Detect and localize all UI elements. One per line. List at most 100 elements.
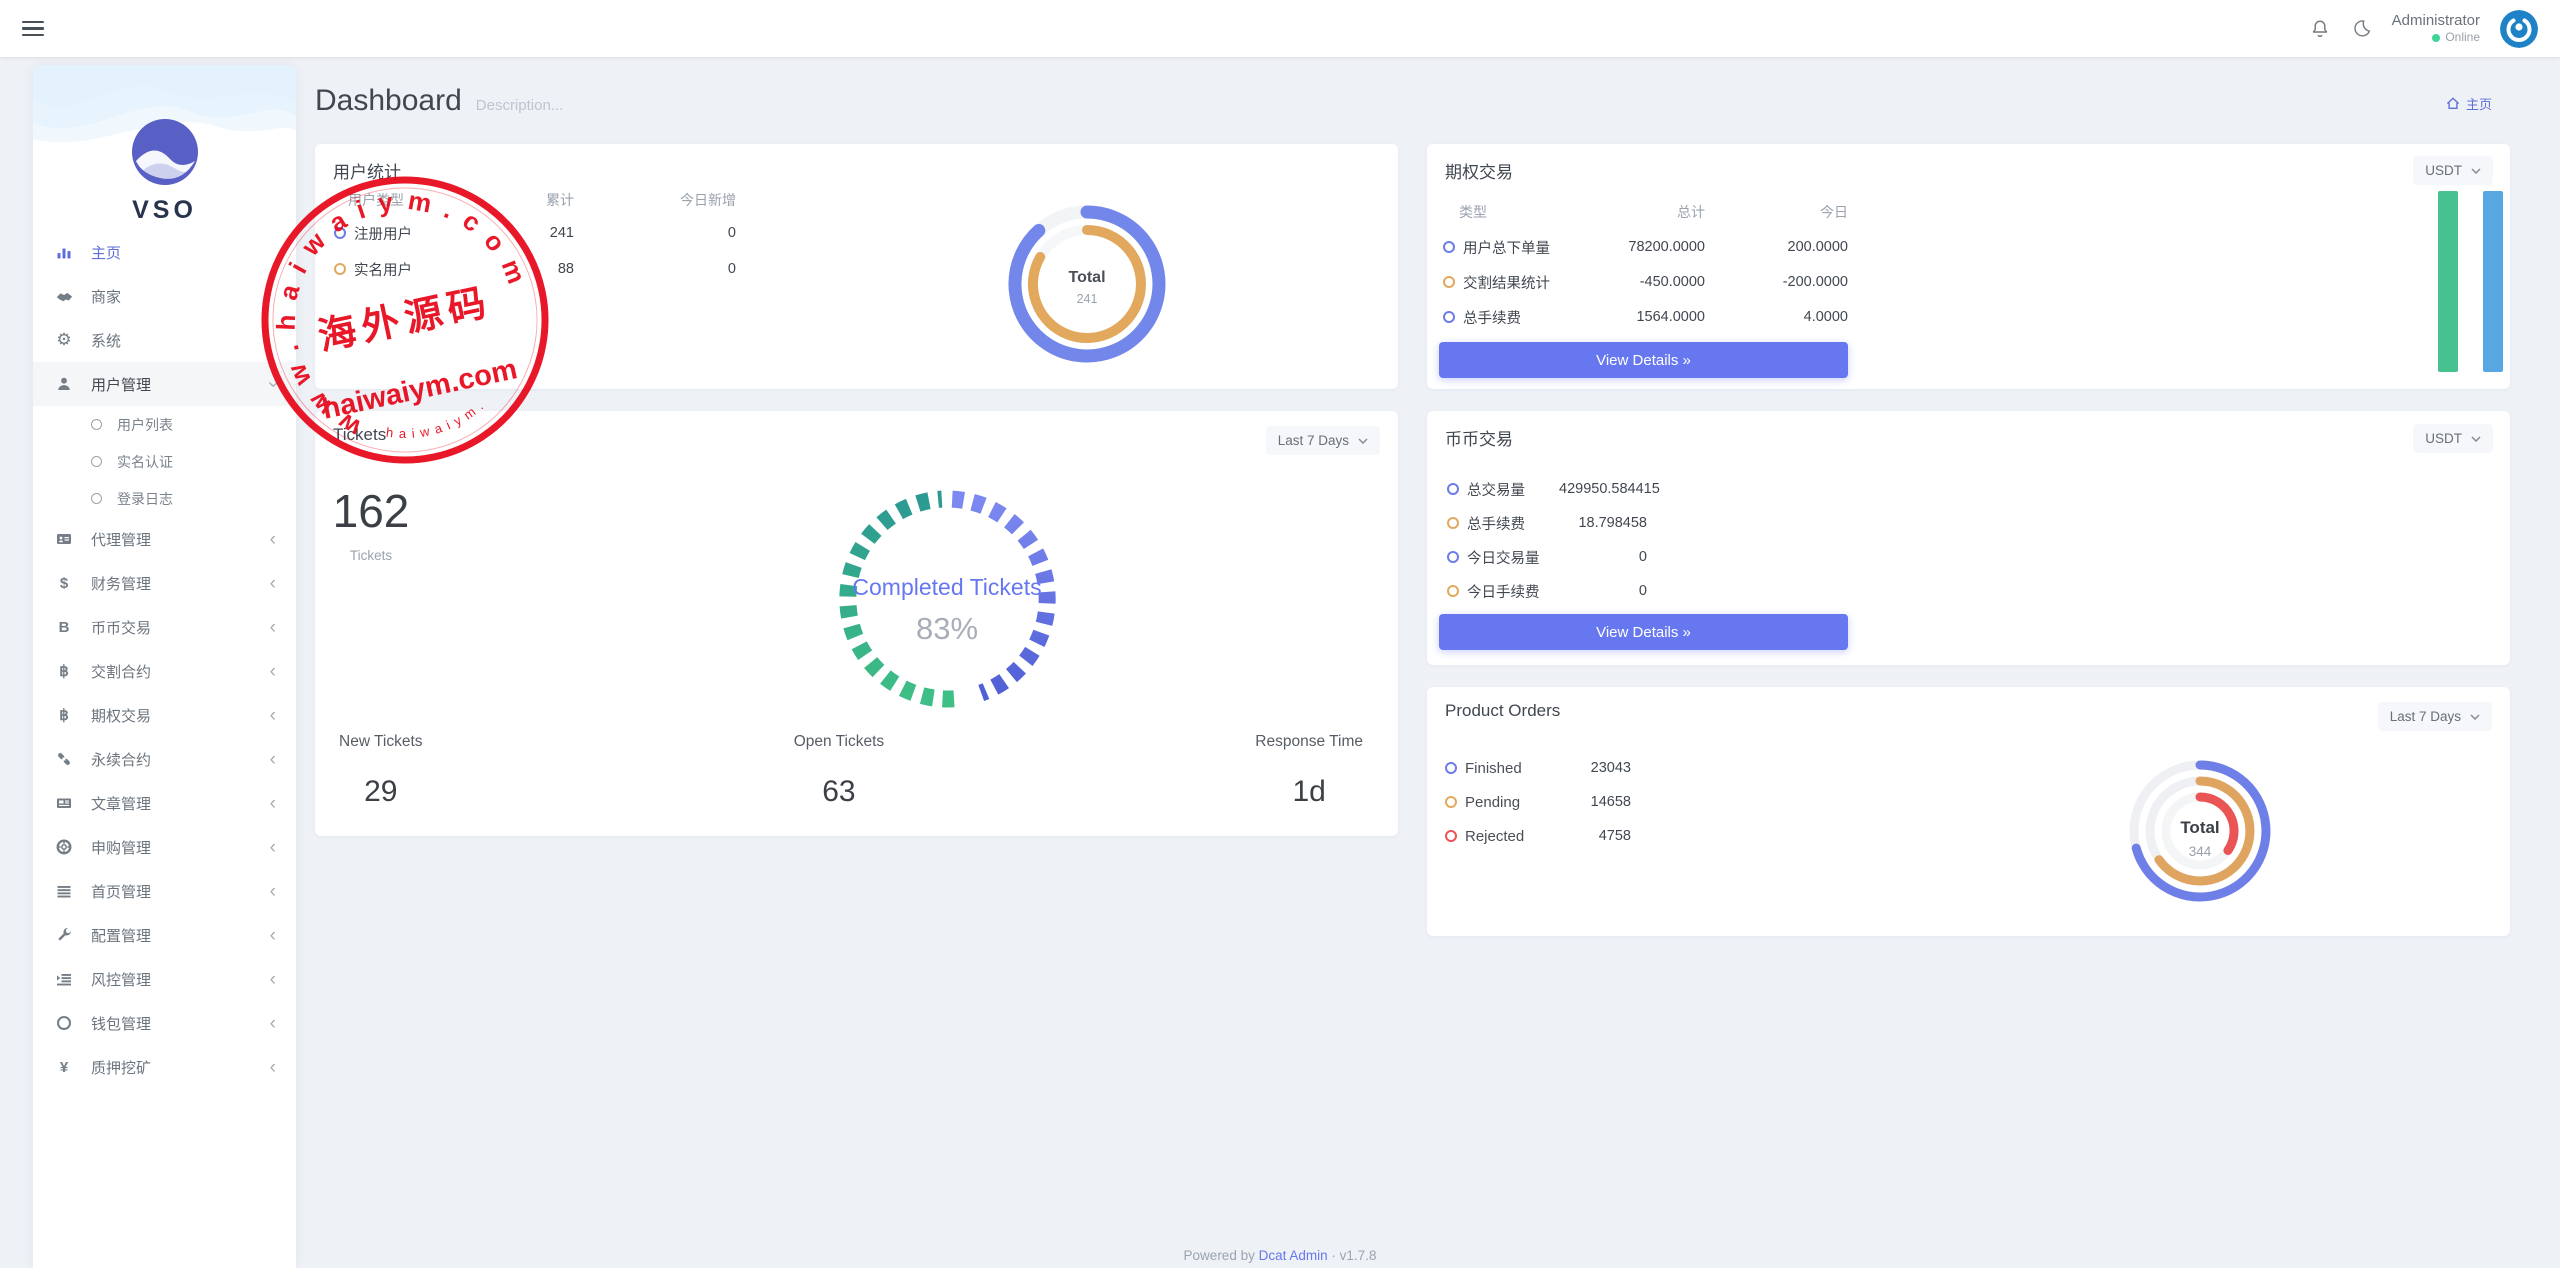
sidebar-item-delivery-contract[interactable]: ฿ 交割合约 ‹ <box>33 649 296 693</box>
sidebar-item-subscription-management[interactable]: 申购管理 ‹ <box>33 825 296 869</box>
menu-toggle-icon[interactable] <box>22 21 44 36</box>
sidebar-subitem-user-list[interactable]: 用户列表 <box>33 406 296 443</box>
series-marker-icon <box>1447 517 1459 529</box>
avatar[interactable] <box>2500 9 2538 48</box>
currency-select[interactable]: USDT <box>2413 156 2493 185</box>
stat-value: 63 <box>822 775 856 808</box>
chevron-down-icon <box>2471 435 2481 442</box>
sidebar-item-config-management[interactable]: 配置管理 ‹ <box>33 913 296 957</box>
series-marker-icon <box>1445 830 1457 842</box>
sidebar-item-label: 质押挖矿 <box>91 1059 152 1077</box>
row-label: 今日交易量 <box>1467 550 1540 567</box>
row-label: 注册用户 <box>354 226 412 243</box>
newspaper-icon <box>53 795 75 811</box>
sidebar-item-spot-trade[interactable]: B 币币交易 ‹ <box>33 605 296 649</box>
chevron-left-icon: ‹ <box>269 792 276 814</box>
completed-tickets-donut-chart: Completed Tickets 83% <box>839 490 1056 708</box>
notifications-bell-icon[interactable] <box>2309 18 2331 40</box>
date-range-select[interactable]: Last 7 Days <box>2377 702 2492 731</box>
sidebar-item-label: 永续合约 <box>91 751 152 769</box>
table-row: Finished 23043 <box>1445 757 1631 779</box>
chevron-left-icon: ‹ <box>269 616 276 638</box>
select-value: USDT <box>2425 163 2462 178</box>
wrench-icon <box>53 927 75 943</box>
sidebar-item-system[interactable]: ⚙ 系统 <box>33 318 296 362</box>
row-today: -200.0000 <box>1782 274 1848 290</box>
row-total: 88 <box>557 261 574 277</box>
circle-icon <box>53 1015 75 1031</box>
sidebar-item-finance-management[interactable]: $ 财务管理 ‹ <box>33 561 296 605</box>
chevron-left-icon: ‹ <box>269 572 276 594</box>
row-today: 200.0000 <box>1787 239 1848 255</box>
tickets-stats-row: New Tickets 29 Open Tickets 63 Response … <box>339 733 1363 809</box>
footer-separator: · <box>1331 1248 1336 1263</box>
page-description: Description... <box>475 97 564 114</box>
bitcoin-icon: ฿ <box>59 707 69 724</box>
sidebar-item-staking-mining[interactable]: ¥ 质押挖矿 ‹ <box>33 1045 296 1089</box>
tickets-total-value: 162 <box>332 485 410 537</box>
column-header: 今日 <box>1820 204 1848 220</box>
table-row: 今日交易量 0 <box>1447 546 1647 568</box>
chevron-left-icon: ‹ <box>269 968 276 990</box>
dark-mode-moon-icon[interactable] <box>2351 18 2372 39</box>
row-value: 4758 <box>1598 828 1631 844</box>
sidebar-item-merchant[interactable]: 商家 <box>33 274 296 318</box>
card-title: Product Orders <box>1445 701 1561 720</box>
view-details-button[interactable]: View Details » <box>1439 614 1848 650</box>
table-row: 总交易量 429950.584415 <box>1447 478 1660 500</box>
sidebar-item-label: 钱包管理 <box>91 1015 152 1033</box>
sidebar-item-home[interactable]: 主页 <box>33 230 296 274</box>
sidebar-item-homepage-management[interactable]: 首页管理 ‹ <box>33 869 296 913</box>
table-header: 类型 总计 今日 <box>1443 202 1848 222</box>
indent-list-icon <box>53 971 75 987</box>
row-total: 78200.0000 <box>1628 239 1705 255</box>
series-marker-icon <box>1443 241 1455 253</box>
sidebar-item-risk-management[interactable]: 风控管理 ‹ <box>33 957 296 1001</box>
row-value: 18.798458 <box>1578 515 1647 531</box>
series-marker-icon <box>1445 796 1457 808</box>
breadcrumb[interactable]: 主页 <box>2446 94 2492 113</box>
currency-select[interactable]: USDT <box>2413 424 2493 453</box>
sidebar-subitem-login-log[interactable]: 登录日志 <box>33 480 296 517</box>
chevron-down-icon: ‹ <box>262 380 284 388</box>
sidebar-item-label: 文章管理 <box>91 795 152 813</box>
column-header: 今日新增 <box>680 192 736 208</box>
sidebar-item-options-trade[interactable]: ฿ 期权交易 ‹ <box>33 693 296 737</box>
row-label: Rejected <box>1465 827 1525 845</box>
breadcrumb-home: 主页 <box>2465 97 2492 112</box>
bitcoin-icon: ฿ <box>59 663 69 680</box>
footer-dcat-link[interactable]: Dcat Admin <box>1258 1248 1328 1263</box>
sidebar-item-agent-management[interactable]: 代理管理 ‹ <box>33 517 296 561</box>
donut-center-value: 241 <box>1077 292 1098 306</box>
sidebar-item-label: 配置管理 <box>91 927 152 945</box>
sidebar-subitem-kyc[interactable]: 实名认证 <box>33 443 296 480</box>
chevron-left-icon: ‹ <box>269 1012 276 1034</box>
date-range-select[interactable]: Last 7 Days <box>1265 426 1380 455</box>
row-label: 总手续费 <box>1463 310 1521 327</box>
brand-name: VSO <box>132 196 197 224</box>
series-marker-icon <box>1447 551 1459 563</box>
sidebar-item-user-management[interactable]: 用户管理 ‹ <box>33 362 296 406</box>
view-details-button[interactable]: View Details » <box>1439 342 1848 378</box>
sidebar-item-label: 代理管理 <box>91 531 152 549</box>
chevron-down-icon <box>2471 167 2481 174</box>
circle-icon <box>91 456 102 467</box>
home-icon <box>2446 97 2460 109</box>
card-title: 币币交易 <box>1445 430 1513 449</box>
user-name: Administrator <box>2391 11 2480 29</box>
row-label: 交割结果统计 <box>1463 275 1550 292</box>
sidebar-item-wallet-management[interactable]: 钱包管理 ‹ <box>33 1001 296 1045</box>
sidebar-item-label: 系统 <box>91 332 122 350</box>
donut-center-label: Total <box>2180 818 2219 837</box>
series-marker-icon <box>1445 762 1457 774</box>
sidebar-item-perpetual-contract[interactable]: 永续合约 ‹ <box>33 737 296 781</box>
tickets-total-label: Tickets <box>349 548 393 563</box>
chevron-down-icon <box>1358 437 1368 444</box>
user-meta: Administrator Online <box>2392 12 2480 46</box>
sidebar-item-article-management[interactable]: 文章管理 ‹ <box>33 781 296 825</box>
options-trade-card: 期权交易 USDT 类型 总计 今日 用户总下单量 78200.0000 200… <box>1427 144 2510 389</box>
card-title: 用户统计 <box>333 163 401 182</box>
sidebar-menu: 主页 商家 ⚙ 系统 用户管理 <box>33 230 296 1089</box>
page-title: Dashboard <box>315 84 462 117</box>
